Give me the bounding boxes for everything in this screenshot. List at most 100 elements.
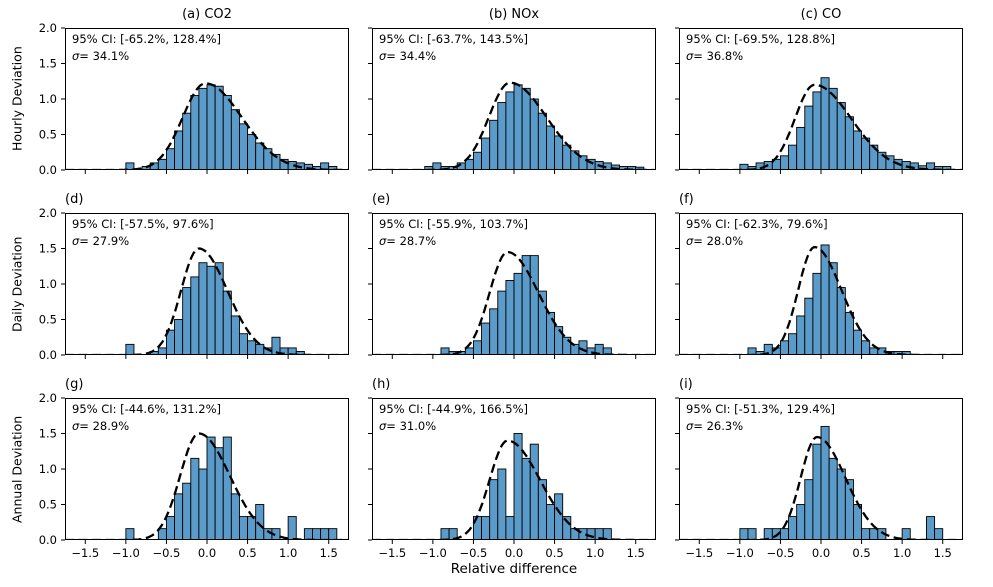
sigma-value: = 34.4% bbox=[386, 49, 437, 64]
x-tick-label: 0.0 bbox=[812, 546, 830, 560]
sigma-value: = 31.0% bbox=[386, 419, 437, 434]
x-tick-label: −0.5 bbox=[766, 546, 794, 560]
x-tick-label: 0.0 bbox=[505, 546, 523, 560]
sigma-symbol: σ bbox=[379, 419, 387, 434]
sigma-symbol: σ bbox=[686, 419, 694, 434]
y-axis-label-row-2: Annual Deviation bbox=[9, 415, 25, 523]
subplot-canvas: 0.0 0.5 1.0 1.5 2.0 bbox=[39, 21, 349, 177]
subplot-c: (c) CO 95% CI: [-69.5%, 128.8%] σ= 36.8% bbox=[675, 7, 963, 174]
ci-text: 95% CI: [-51.3%, 129.4%] bbox=[686, 402, 835, 416]
subplot-canvas: 0.0 0.5 1.0 1.5 2.0 bbox=[39, 206, 349, 362]
ci-text: 95% CI: [-65.2%, 128.4%] bbox=[72, 32, 221, 46]
sigma-text: σ= 28.0% bbox=[686, 233, 828, 250]
stats-annotation: 95% CI: [-65.2%, 128.4%] σ= 34.1% bbox=[72, 31, 221, 66]
subplot-title-c: (c) CO bbox=[800, 7, 842, 22]
y-tick-label: 0.0 bbox=[39, 533, 57, 547]
x-tick-label: 1.5 bbox=[934, 546, 952, 560]
y-tick-label: 0.5 bbox=[39, 313, 57, 327]
sigma-value: = 28.7% bbox=[386, 234, 437, 249]
fit-curve bbox=[679, 83, 963, 170]
subplot-f: (f) 95% CI: [-62.3%, 79.6%] σ= 28.0% bbox=[675, 192, 963, 359]
y-tick-label: 1.5 bbox=[39, 427, 57, 441]
subplot-title-i: (i) bbox=[679, 377, 693, 392]
subplot-canvas: −1.5 −1.0 −0.5 0.0 0.5 1.0 1.5 bbox=[368, 397, 656, 560]
histogram-bars bbox=[739, 425, 944, 540]
subplot-title-e: (e) bbox=[372, 192, 391, 207]
x-tick-label: −1.0 bbox=[726, 546, 754, 560]
histogram-bars bbox=[424, 84, 645, 170]
sigma-text: σ= 28.7% bbox=[379, 233, 528, 250]
x-tick-label: −1.0 bbox=[112, 546, 140, 560]
stats-annotation: 95% CI: [-55.9%, 103.7%] σ= 28.7% bbox=[379, 216, 528, 251]
histogram-bars bbox=[125, 262, 305, 355]
tick-marks bbox=[61, 27, 330, 174]
ci-text: 95% CI: [-62.3%, 79.6%] bbox=[686, 217, 828, 231]
ci-text: 95% CI: [-69.5%, 128.8%] bbox=[686, 32, 835, 46]
subplot-h: (h) −1.5 −1.0 −0.5 0.0 0.5 1.0 1.5 95% CI: [-44.… bbox=[368, 377, 656, 560]
x-tick-label: 1.0 bbox=[893, 546, 911, 560]
ci-text: 95% CI: [-57.5%, 97.6%] bbox=[72, 217, 214, 231]
subplot-a: (a) CO2 0.0 0.5 1.0 1.5 2.0 95% CI: [-65.2%, 1… bbox=[39, 7, 349, 177]
subplot-canvas: −1.5 −1.0 −0.5 0.0 0.5 1.0 1.5 0.0 0.5 1.0 1.5 2.0 bbox=[39, 391, 349, 560]
subplot-i: (i) −1.5 −1.0 −0.5 0.0 0.5 1.0 1.5 95% CI: [-51.… bbox=[675, 377, 963, 560]
histogram-bars bbox=[440, 433, 612, 540]
y-tick-label: 1.5 bbox=[39, 242, 57, 256]
axes-frame bbox=[65, 398, 349, 540]
tick-marks bbox=[368, 27, 637, 174]
sigma-text: σ= 36.8% bbox=[686, 48, 835, 65]
subplot-canvas bbox=[368, 27, 656, 174]
subplot-canvas bbox=[675, 27, 963, 174]
sigma-text: σ= 26.3% bbox=[686, 418, 835, 435]
y-tick-label: 2.0 bbox=[39, 206, 57, 220]
x-tick-label: −0.5 bbox=[459, 546, 487, 560]
tick-marks bbox=[675, 27, 944, 174]
subplot-title-f: (f) bbox=[679, 192, 694, 207]
x-tick-label: −1.0 bbox=[419, 546, 447, 560]
x-tick-label: 0.5 bbox=[852, 546, 870, 560]
sigma-value: = 26.3% bbox=[693, 419, 744, 434]
stats-annotation: 95% CI: [-69.5%, 128.8%] σ= 36.8% bbox=[686, 31, 835, 66]
sigma-value: = 27.9% bbox=[79, 234, 130, 249]
subplot-b: (b) NOx 95% CI: [-63.7%, 143.5%] σ= 34.4% bbox=[368, 7, 656, 174]
subplot-e: (e) 95% CI: [-55.9%, 103.7%] σ= 28.7% bbox=[368, 192, 656, 359]
y-tick-label: 0.0 bbox=[39, 163, 57, 177]
x-tick-label: 1.5 bbox=[320, 546, 338, 560]
subplot-title-d: (d) bbox=[65, 192, 84, 207]
fit-curve bbox=[372, 439, 656, 540]
y-axis-label-row-0: Hourly Deviation bbox=[9, 46, 25, 152]
axes-frame bbox=[679, 398, 963, 540]
y-tick-label: 0.5 bbox=[39, 498, 57, 512]
axes-frame bbox=[372, 213, 656, 355]
tick-marks bbox=[61, 212, 330, 359]
histogram-bars bbox=[747, 244, 911, 355]
axes-frame bbox=[679, 28, 963, 170]
histogram-bars bbox=[125, 84, 338, 170]
sigma-symbol: σ bbox=[379, 49, 387, 64]
y-tick-label: 0.0 bbox=[39, 348, 57, 362]
tick-marks bbox=[368, 212, 637, 359]
sigma-value: = 36.8% bbox=[693, 49, 744, 64]
x-tick-label: 0.5 bbox=[238, 546, 256, 560]
sigma-symbol: σ bbox=[72, 49, 80, 64]
x-axis-label: Relative difference bbox=[450, 561, 578, 577]
x-tick-label: −1.5 bbox=[378, 546, 406, 560]
tick-marks bbox=[61, 397, 330, 544]
axes-frame bbox=[65, 28, 349, 170]
sigma-symbol: σ bbox=[686, 49, 694, 64]
sigma-symbol: σ bbox=[72, 234, 80, 249]
stats-annotation: 95% CI: [-57.5%, 97.6%] σ= 27.9% bbox=[72, 216, 214, 251]
y-axis-label-row-1: Daily Deviation bbox=[9, 236, 25, 332]
y-tick-label: 1.0 bbox=[39, 92, 57, 106]
sigma-text: σ= 34.4% bbox=[379, 48, 528, 65]
stats-annotation: 95% CI: [-44.9%, 166.5%] σ= 31.0% bbox=[379, 401, 528, 436]
axes-frame bbox=[372, 28, 656, 170]
x-tick-label: 1.0 bbox=[279, 546, 297, 560]
axes-frame bbox=[679, 213, 963, 355]
y-tick-label: 0.5 bbox=[39, 128, 57, 142]
stats-annotation: 95% CI: [-44.6%, 131.2%] σ= 28.9% bbox=[72, 401, 221, 436]
y-tick-label: 2.0 bbox=[39, 21, 57, 35]
x-tick-label: −0.5 bbox=[152, 546, 180, 560]
subplot-title-a: (a) CO2 bbox=[182, 7, 232, 22]
subplot-title-h: (h) bbox=[372, 377, 391, 392]
sigma-symbol: σ bbox=[686, 234, 694, 249]
